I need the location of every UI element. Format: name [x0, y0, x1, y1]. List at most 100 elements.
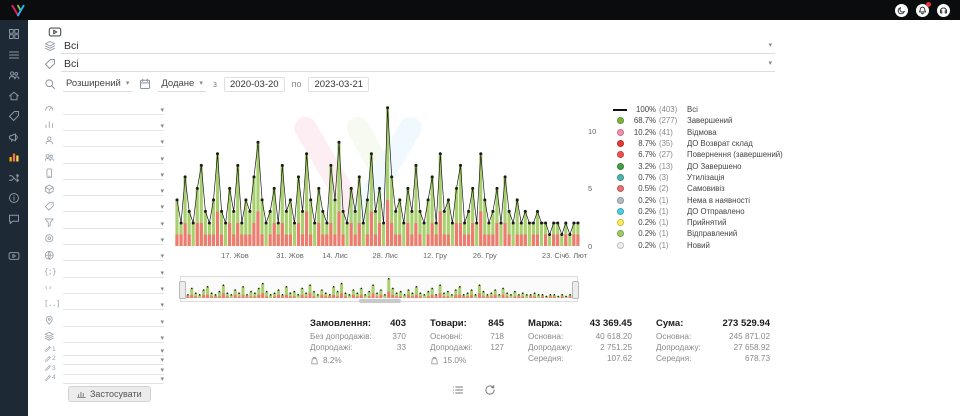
filter-select[interactable]: ▾ [63, 134, 164, 148]
brush-handle-left[interactable] [179, 281, 186, 299]
date-to-input[interactable]: 2023-03-21 [308, 76, 370, 92]
legend-item[interactable]: 0.2% (1) ДО Отправлено [612, 206, 812, 217]
legend-count: (1) [659, 240, 669, 250]
brush-handle-right[interactable] [572, 281, 579, 299]
list-view-icon[interactable] [452, 384, 464, 396]
filter-select[interactable]: ▾ [63, 352, 164, 366]
sidebar-item-support[interactable] [5, 212, 23, 226]
legend-item[interactable]: 6.7% (27) Повернення (завершений) [612, 149, 812, 160]
sidebar-item-customers[interactable] [5, 68, 23, 82]
brush-scrollbar[interactable] [359, 299, 401, 303]
legend-count: (1) [659, 218, 669, 228]
x-axis-label: 14. Лис [322, 251, 348, 260]
filter-select[interactable]: ▾ [63, 232, 164, 246]
sidebar-item-products[interactable] [5, 109, 23, 123]
legend-percent: 8.7% [638, 139, 656, 149]
stats-label: Замовлення: [310, 318, 372, 329]
filter-select[interactable]: ▾ [63, 265, 164, 278]
stats-label: Маржа: [528, 318, 563, 329]
refresh-icon[interactable] [484, 384, 496, 396]
filter-select[interactable]: ▾ [63, 330, 164, 343]
status-filter-select[interactable]: Всі ▾ [61, 38, 775, 54]
stats-sub-label: Основні: [430, 332, 463, 341]
brush-chart[interactable] [182, 278, 576, 300]
legend-item[interactable]: 0.7% (3) Утилізація [612, 172, 812, 183]
legend-item[interactable]: 8.7% (35) ДО Возврат склад [612, 138, 812, 149]
chevron-down-icon: ▾ [160, 269, 164, 277]
legend-item[interactable]: 0.2% (1) Новий [612, 240, 812, 251]
legend-item[interactable]: 10.2% (41) Відмова [612, 127, 812, 138]
legend-item[interactable]: 0.2% (1) Відправлений [612, 228, 812, 239]
legend-item[interactable]: 100% (403) Всі [612, 104, 812, 115]
theme-toggle-button[interactable] [895, 3, 908, 17]
view-toggles [452, 384, 496, 396]
filter-select[interactable]: ▾ [63, 248, 164, 262]
chevron-down-icon: ▾ [160, 253, 164, 261]
filter-select[interactable]: ▾ [63, 183, 164, 197]
filter-select[interactable]: ▾ [63, 118, 164, 131]
filter-row: ▾ [44, 198, 164, 214]
users-icon [8, 69, 20, 81]
legend-count: (403) [659, 105, 678, 115]
legend-item[interactable]: 0.2% (1) Нема в наявності [612, 194, 812, 205]
users-icon [44, 152, 55, 163]
topbar [0, 0, 960, 20]
chevron-down-icon: ▾ [160, 171, 164, 179]
legend-item[interactable]: 68.7% (277) Завершений [612, 115, 812, 126]
chevron-down-icon: ▾ [160, 220, 164, 228]
filter-select[interactable]: ▾ [63, 297, 164, 311]
apply-button[interactable]: Застосувати [68, 386, 151, 402]
chevron-down-icon: ▾ [160, 347, 164, 355]
topbar-actions [895, 1, 950, 17]
filter-row: ▾ [44, 100, 164, 116]
filter-select[interactable]: ▾ [63, 371, 164, 385]
filter-select[interactable]: ▾ [63, 216, 164, 229]
notifications-button[interactable] [916, 1, 931, 17]
target-icon [44, 233, 55, 244]
filter-select[interactable]: ▾ [63, 362, 164, 375]
x-axis-label: 12. Гру [423, 251, 447, 260]
date-from-input[interactable]: 2020-03-20 [223, 76, 285, 92]
advanced-search-select[interactable]: Розширений ▾ [63, 76, 133, 92]
legend-percent: 10.2% [633, 127, 656, 137]
date-field-select[interactable]: Додане ▾ [158, 76, 206, 92]
group-filter-select[interactable]: Всі ▾ [61, 56, 775, 72]
app-logo[interactable] [10, 4, 26, 17]
stats-sub-value: 370 [392, 332, 406, 341]
filter-select[interactable]: ▾ [63, 281, 164, 294]
search-icon[interactable] [44, 78, 56, 90]
stats-value: 273 529.94 [722, 318, 770, 329]
filter-select[interactable]: ▾ [63, 102, 164, 115]
stats-percent: 15.0% [443, 356, 467, 365]
filter-select[interactable]: ▾ [63, 199, 164, 213]
sidebar-item-integrations[interactable] [5, 171, 23, 185]
filter-select[interactable]: ▾ [63, 167, 164, 180]
sidebar-item-dashboard[interactable] [5, 27, 23, 41]
sidebar-item-info[interactable] [5, 191, 23, 205]
legend-item[interactable]: 0.2% (1) Прийнятий [612, 217, 812, 228]
sidebar-item-analytics[interactable] [5, 150, 23, 164]
chevron-down-icon: ▾ [160, 366, 164, 374]
stats-sub-label: Допродажі: [310, 343, 353, 352]
filter-select[interactable]: ▾ [63, 343, 164, 356]
sidebar-item-orders[interactable] [5, 48, 23, 62]
legend-item[interactable]: 3.2% (13) ДО Завершено [612, 160, 812, 171]
legend-item[interactable]: 0.5% (2) Самовивіз [612, 183, 812, 194]
layers-icon [44, 331, 55, 342]
orders-chart[interactable] [175, 102, 580, 248]
legend-dot [612, 241, 628, 249]
y-axis-label: 10 [588, 127, 597, 136]
sidebar-item-home[interactable] [5, 89, 23, 103]
chevron-down-icon: ▾ [199, 80, 203, 87]
chevron-down-icon: ▾ [160, 376, 164, 384]
group-filter-value: Всі [64, 57, 79, 70]
legend-label: Повернення (завершений) [687, 150, 783, 160]
chat-icon [8, 213, 20, 225]
support-button[interactable] [937, 3, 950, 17]
sidebar-item-broadcast[interactable] [5, 130, 23, 144]
legend-count: (2) [659, 184, 669, 194]
filter-select[interactable]: ▾ [63, 314, 164, 327]
filter-row-custom: 3 ▾ [44, 362, 164, 375]
filter-select[interactable]: ▾ [63, 151, 164, 164]
sidebar-item-video[interactable] [5, 249, 23, 263]
